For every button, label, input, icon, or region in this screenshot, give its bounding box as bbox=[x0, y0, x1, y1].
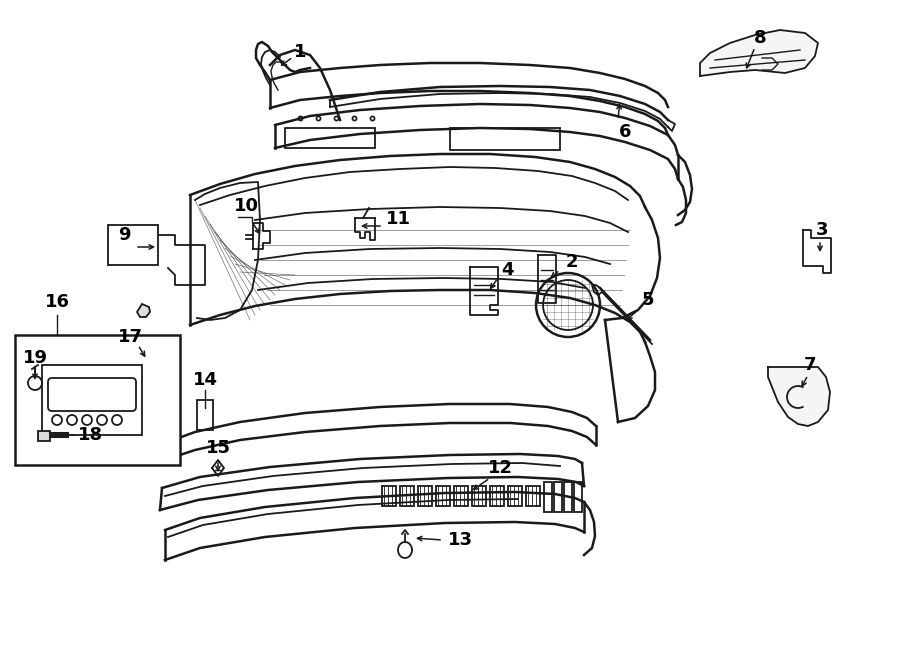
Bar bbox=[108, 225, 158, 265]
Bar bbox=[454, 486, 468, 506]
Bar bbox=[564, 482, 572, 512]
Text: 5: 5 bbox=[642, 291, 654, 309]
Text: 2: 2 bbox=[566, 253, 578, 271]
Text: 11: 11 bbox=[385, 210, 410, 228]
Text: 1: 1 bbox=[293, 43, 306, 61]
Bar bbox=[450, 128, 560, 150]
Text: 4: 4 bbox=[500, 261, 513, 279]
Bar bbox=[418, 486, 432, 506]
Bar bbox=[42, 365, 142, 435]
Bar bbox=[490, 486, 504, 506]
Bar bbox=[574, 482, 582, 512]
Polygon shape bbox=[137, 304, 150, 317]
Bar bbox=[472, 486, 486, 506]
Bar bbox=[508, 486, 522, 506]
Polygon shape bbox=[768, 367, 830, 426]
Text: 7: 7 bbox=[804, 356, 816, 374]
Polygon shape bbox=[700, 30, 818, 76]
Text: 6: 6 bbox=[619, 123, 631, 141]
Text: 17: 17 bbox=[118, 328, 142, 346]
Text: 8: 8 bbox=[753, 29, 766, 47]
Text: 9: 9 bbox=[118, 226, 130, 244]
Text: 13: 13 bbox=[447, 531, 473, 549]
Bar bbox=[544, 482, 552, 512]
Bar bbox=[436, 486, 450, 506]
Bar bbox=[15, 335, 180, 465]
Text: 15: 15 bbox=[205, 439, 230, 457]
Bar bbox=[197, 400, 213, 430]
Bar bbox=[382, 486, 396, 506]
Text: 16: 16 bbox=[44, 293, 69, 311]
Text: 10: 10 bbox=[233, 197, 258, 215]
Bar bbox=[285, 128, 375, 148]
Text: 18: 18 bbox=[77, 426, 103, 444]
Text: 3: 3 bbox=[815, 221, 828, 239]
Text: 12: 12 bbox=[488, 459, 512, 477]
Text: 19: 19 bbox=[22, 349, 48, 367]
Bar bbox=[526, 486, 540, 506]
Bar bbox=[38, 431, 50, 441]
Bar bbox=[400, 486, 414, 506]
Text: 14: 14 bbox=[193, 371, 218, 389]
Bar bbox=[554, 482, 562, 512]
